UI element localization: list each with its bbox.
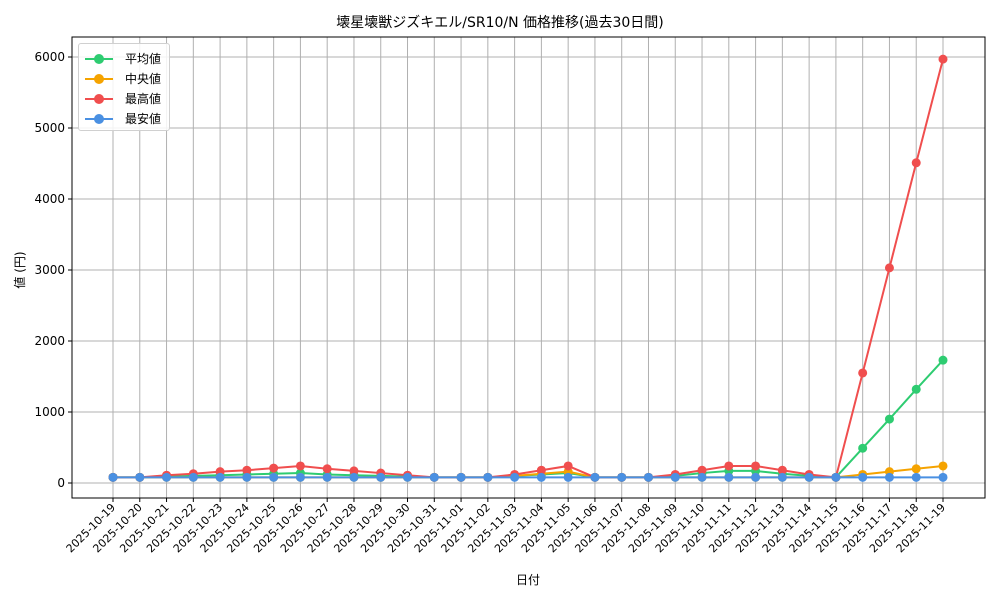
data-point [563,461,573,471]
legend-label: 中央値 [125,72,162,86]
data-point [777,472,787,482]
data-point [563,472,573,482]
data-point [724,472,734,482]
y-tick-label: 6000 [34,50,65,64]
data-point [697,465,707,475]
data-point [670,472,680,482]
data-point [777,465,787,475]
data-point [483,472,493,482]
data-point [831,472,841,482]
data-point [911,158,921,168]
grid [72,37,985,498]
data-point [162,472,172,482]
legend: 平均値 中央値 最高値 最安値 [78,43,170,131]
data-point [617,472,627,482]
data-point [643,472,653,482]
legend-item-min: 最安値 [79,108,169,128]
series-2 [108,54,948,482]
legend-marker-icon [94,74,104,84]
y-tick-label: 1000 [34,405,65,419]
data-point [322,472,332,482]
data-point [911,464,921,474]
data-point [510,472,520,482]
data-point [322,464,332,474]
data-point [269,472,279,482]
data-point [884,414,894,424]
data-point [269,463,279,473]
y-tick-label: 5000 [34,121,65,135]
y-tick-label: 4000 [34,192,65,206]
data-point [938,54,948,64]
y-tick-label: 3000 [34,263,65,277]
data-point [884,472,894,482]
plot-frame [71,36,986,499]
data-point [536,472,546,482]
data-point [751,472,761,482]
legend-item-max: 最高値 [79,88,169,108]
series-3 [108,472,948,482]
data-point [804,472,814,482]
data-point [858,368,868,378]
chart-title: 壊星壊獣ジズキエル/SR10/N 価格推移(過去30日間) [336,15,664,31]
legend-label: 最高値 [125,92,162,106]
y-tick-label: 0 [57,476,65,490]
data-point [242,465,252,475]
data-point [724,461,734,471]
data-point [884,263,894,273]
x-axis: 2025-10-192025-10-202025-10-212025-10-22… [64,498,948,555]
legend-item-median: 中央値 [79,68,169,88]
data-point [938,472,948,482]
legend-label: 最安値 [125,112,162,126]
legend-marker-icon [94,54,104,64]
y-tick-label: 2000 [34,334,65,348]
data-point [376,472,386,482]
data-point [751,461,761,471]
data-point [135,472,145,482]
y-axis-label: 値 (円) [12,251,27,288]
data-point [295,472,305,482]
data-point [697,472,707,482]
legend-marker-icon [94,94,104,104]
legend-label: 平均値 [125,52,162,66]
data-point [403,472,413,482]
data-point [215,472,225,482]
data-point [590,472,600,482]
data-point [242,472,252,482]
data-point [938,461,948,471]
data-point [858,472,868,482]
y-axis: 0 1000 2000 3000 4000 5000 6000 [34,50,72,490]
x-axis-label: 日付 [516,573,540,587]
series-0 [108,355,948,482]
data-point [349,472,359,482]
data-point [858,443,868,453]
data-point [938,355,948,365]
legend-marker-icon [94,114,104,124]
data-point [429,472,439,482]
data-point [911,472,921,482]
data-point [456,472,466,482]
data-point [911,384,921,394]
data-point [536,465,546,475]
data-point [188,472,198,482]
data-point [108,472,118,482]
data-point [349,466,359,476]
data-point [295,461,305,471]
legend-item-average: 平均値 [79,48,169,68]
